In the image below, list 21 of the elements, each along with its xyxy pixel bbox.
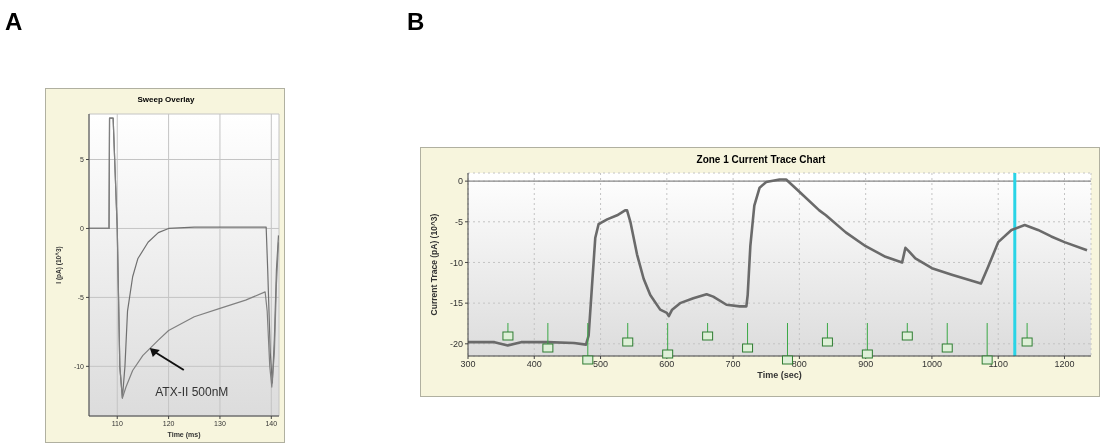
x-tick-label: 1000 bbox=[921, 359, 942, 370]
x-tick-label: 300 bbox=[460, 359, 476, 370]
y-tick-label: -15 bbox=[449, 298, 463, 309]
y-axis-title: Current Trace (pA) (10^3) bbox=[429, 213, 440, 316]
x-tick-label: 1200 bbox=[1054, 359, 1075, 370]
x-tick-label: 600 bbox=[659, 359, 675, 370]
y-tick-label: -5 bbox=[454, 216, 463, 227]
text: A bbox=[5, 8, 23, 36]
x-axis-title: Time (sec) bbox=[757, 370, 802, 381]
y-tick-label: -10 bbox=[449, 257, 463, 268]
text: B bbox=[407, 8, 425, 36]
x-tick-label: 400 bbox=[526, 359, 542, 370]
x-tick-label: 800 bbox=[791, 359, 807, 370]
annotation: ATX-II 500nM bbox=[155, 385, 229, 399]
x-tick-label: 900 bbox=[858, 359, 874, 370]
y-tick-label: 0 bbox=[457, 176, 463, 187]
x-tick-label: 500 bbox=[593, 359, 609, 370]
y-tick-label: -20 bbox=[449, 338, 463, 349]
chart-title: Sweep Overlay bbox=[136, 95, 196, 104]
x-tick-label: 700 bbox=[725, 359, 741, 370]
chart-title: Zone 1 Current Trace Chart bbox=[695, 154, 827, 165]
